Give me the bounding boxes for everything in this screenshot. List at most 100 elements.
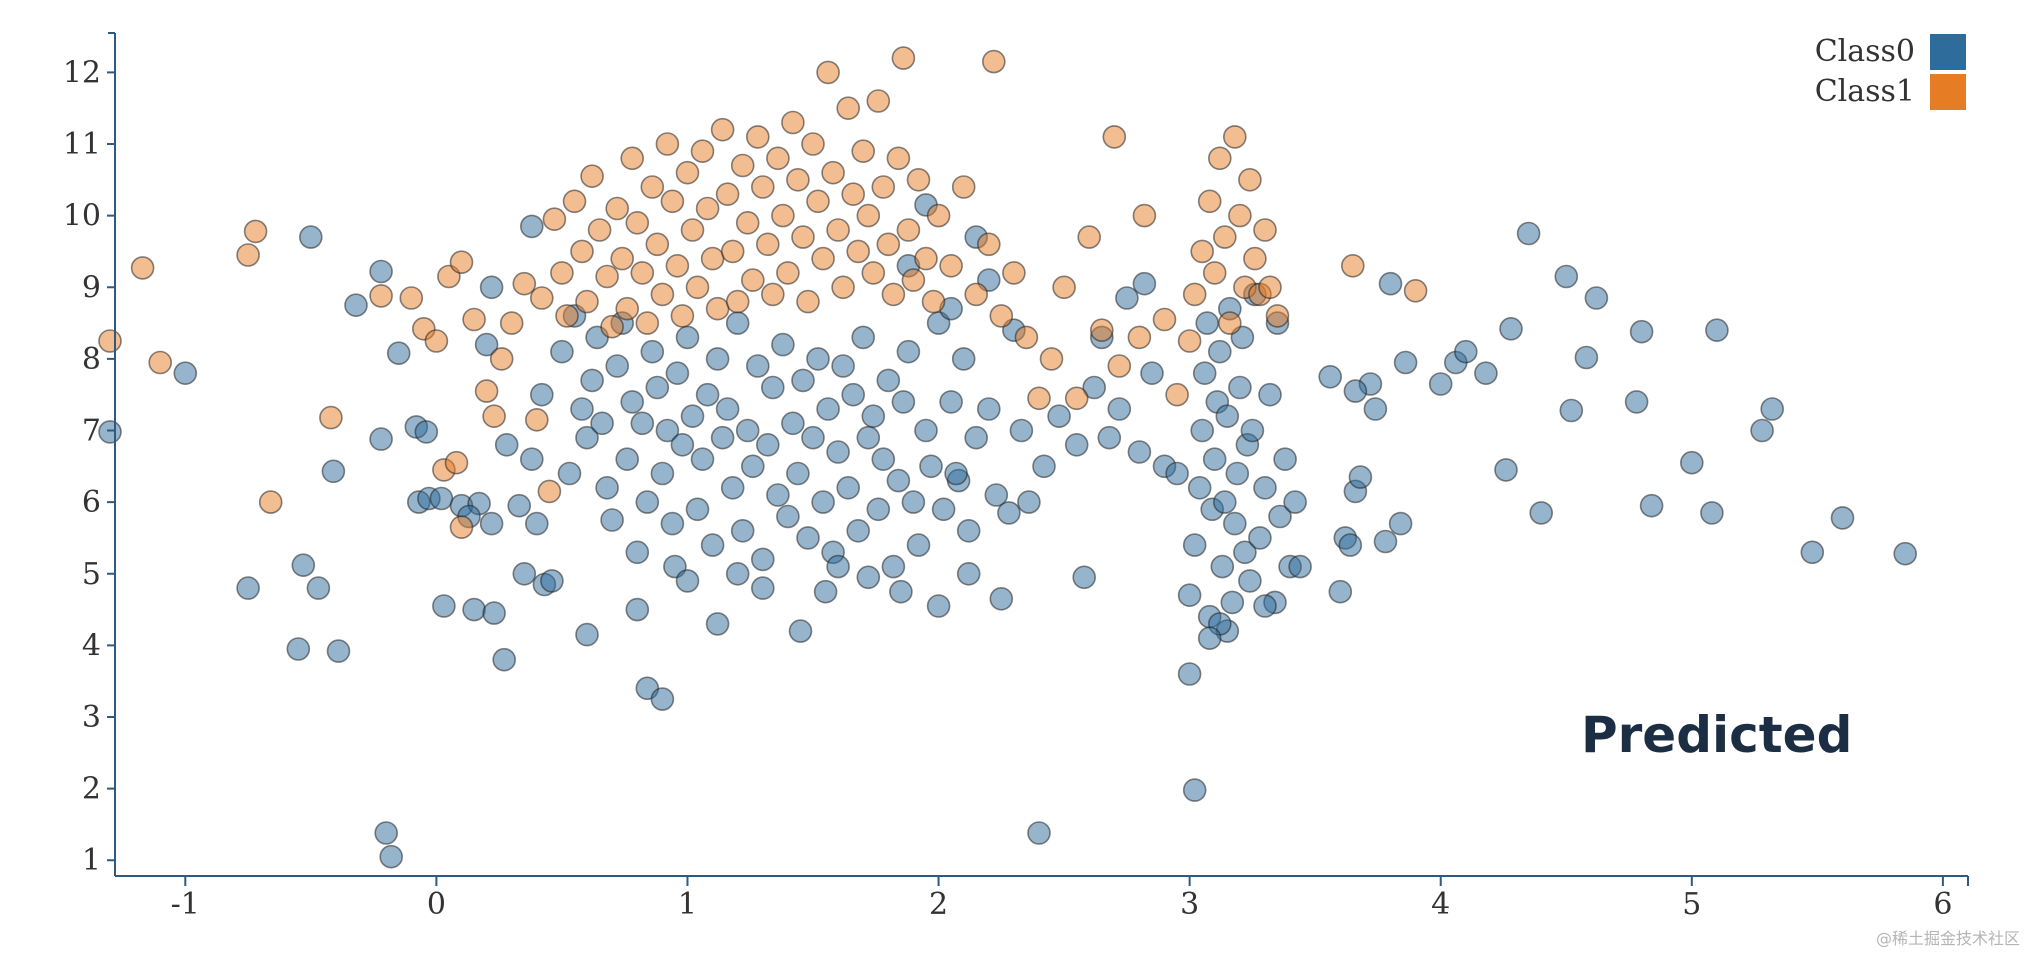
y-tick-label: 6 — [82, 485, 101, 520]
point-class0 — [1220, 590, 1245, 615]
point-class1 — [620, 146, 645, 171]
legend-swatch-class0 — [1930, 34, 1966, 70]
point-class1 — [449, 515, 474, 540]
point-class0 — [1273, 447, 1297, 472]
point-class0 — [1288, 554, 1312, 579]
point-class0 — [806, 347, 830, 371]
point-class0 — [595, 475, 619, 500]
point-class0 — [826, 554, 850, 579]
point-class0 — [1378, 271, 1403, 296]
point-class0 — [1516, 221, 1541, 246]
point-class0 — [1223, 511, 1247, 536]
point-class0 — [735, 418, 760, 443]
point-class1 — [655, 132, 680, 156]
point-class1 — [529, 286, 554, 310]
point-class0 — [1213, 490, 1237, 514]
point-class0 — [1680, 450, 1704, 475]
point-class0 — [1574, 345, 1599, 370]
point-class0 — [550, 339, 574, 364]
legend-label-class1: Class1 — [1815, 74, 1915, 109]
point-class1 — [499, 311, 524, 335]
point-class0 — [1228, 375, 1252, 400]
point-class0 — [429, 486, 454, 511]
point-class0 — [386, 341, 411, 366]
point-class0 — [494, 432, 519, 457]
point-class1 — [236, 243, 260, 267]
point-class1 — [755, 232, 780, 257]
point-class0 — [1182, 533, 1207, 557]
point-class1 — [695, 196, 720, 221]
point-class0 — [374, 821, 399, 845]
point-class0 — [811, 490, 835, 514]
point-class0 — [891, 390, 916, 414]
point-class0 — [866, 497, 891, 522]
point-class0 — [236, 576, 260, 600]
point-class0 — [1268, 504, 1292, 529]
point-class0 — [1140, 361, 1164, 386]
point-class1 — [675, 160, 700, 185]
point-class0 — [1499, 316, 1523, 341]
point-class1 — [750, 175, 775, 199]
y-tick-label: 10 — [63, 199, 101, 234]
point-class1 — [821, 160, 845, 185]
x-tick-label: 1 — [678, 887, 697, 922]
point-class0 — [1283, 490, 1307, 514]
point-class0 — [575, 622, 599, 647]
point-class0 — [1097, 425, 1122, 450]
point-class0 — [1064, 432, 1089, 457]
point-class1 — [1002, 261, 1026, 285]
point-class0 — [956, 561, 981, 586]
point-class1 — [1102, 125, 1127, 149]
point-class0 — [939, 390, 963, 414]
y-tick-label: 1 — [82, 843, 101, 878]
point-class0 — [755, 432, 780, 457]
x-tick-label: 3 — [1180, 887, 1199, 922]
point-class0 — [379, 844, 404, 869]
point-class0 — [951, 347, 976, 371]
point-class0 — [1624, 390, 1649, 414]
point-class1 — [1190, 239, 1214, 264]
point-class0 — [1107, 397, 1132, 421]
point-class0 — [771, 332, 795, 357]
point-class1 — [399, 286, 424, 310]
point-class0 — [665, 361, 690, 386]
point-class1 — [896, 218, 921, 242]
point-class0 — [944, 461, 968, 486]
point-class1 — [1253, 218, 1277, 242]
point-class1 — [826, 218, 850, 242]
point-class0 — [507, 493, 532, 518]
point-class1 — [690, 139, 715, 163]
point-class0 — [462, 597, 486, 622]
point-class0 — [801, 425, 825, 450]
point-class1 — [650, 282, 675, 307]
point-class0 — [740, 454, 765, 479]
point-class1 — [369, 284, 393, 308]
point-class1 — [705, 296, 730, 321]
point-class0 — [1047, 404, 1071, 429]
point-class0 — [630, 411, 655, 436]
point-class1 — [555, 304, 579, 328]
point-class0 — [605, 354, 630, 378]
y-tick-label: 8 — [82, 342, 101, 377]
point-class0 — [286, 637, 311, 661]
predicted-annotation: Predicted — [1581, 706, 1852, 764]
point-class0 — [1082, 375, 1106, 400]
point-class1 — [771, 203, 795, 228]
point-class1 — [605, 196, 630, 221]
point-class0 — [1190, 418, 1214, 443]
point-class0 — [1202, 447, 1227, 472]
point-class0 — [615, 447, 640, 472]
point-class1 — [1165, 382, 1189, 407]
point-class1 — [745, 125, 770, 149]
point-class1 — [258, 490, 283, 514]
point-class0 — [856, 565, 881, 590]
y-tick-label: 5 — [82, 557, 101, 592]
point-class0 — [914, 418, 938, 443]
point-class0 — [1072, 565, 1096, 590]
point-class0 — [660, 511, 685, 536]
point-class0 — [1373, 529, 1398, 554]
point-class0 — [675, 569, 700, 593]
point-class0 — [1192, 361, 1217, 386]
point-class0 — [760, 375, 785, 400]
points-layer — [98, 46, 1917, 869]
